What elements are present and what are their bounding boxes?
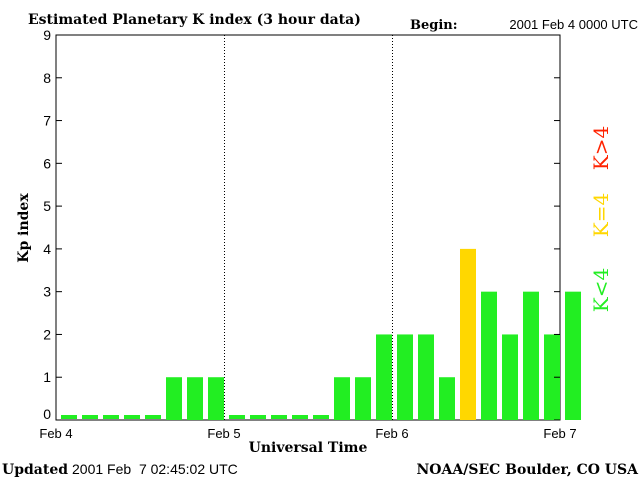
legend-k-greater-4: K>4: [589, 126, 613, 170]
kp-bar: [145, 415, 161, 419]
kp-bar: [439, 377, 455, 420]
kp-bar: [523, 291, 539, 420]
kp-bar: [271, 415, 287, 419]
kp-bar: [229, 415, 245, 419]
kp-bar: [82, 415, 98, 419]
kp-bar: [124, 415, 140, 419]
x-tick-label: Feb 4: [39, 426, 72, 441]
x-tick-label: Feb 6: [375, 426, 408, 441]
legend-k-equal-4: K=4: [589, 193, 613, 237]
y-tick-label: 8: [43, 70, 51, 86]
kp-bar: [418, 334, 434, 420]
plot-area: [55, 34, 561, 421]
y-tick-label: 7: [43, 113, 51, 129]
kp-bar: [565, 291, 581, 420]
y-tick-label: 6: [43, 155, 51, 171]
x-tick-label: Feb 7: [543, 426, 576, 441]
begin-value: 2001 Feb 4 0000 UTC: [509, 17, 638, 32]
bars-group: [61, 248, 581, 420]
kp-bar: [187, 377, 203, 420]
kp-bar: [397, 334, 413, 420]
y-axis: 0 1 2 3 4 5 6 7 8 9: [43, 27, 560, 422]
updated-value: 2001 Feb 7 02:45:02 UTC: [72, 461, 238, 477]
y-axis-title: Kp index: [16, 193, 32, 263]
chart-title: Estimated Planetary K index (3 hour data…: [28, 12, 361, 28]
kp-bar: [166, 377, 182, 420]
x-axis: Feb 4 Feb 5 Feb 6 Feb 7: [39, 426, 576, 441]
y-tick-label: 0: [43, 406, 51, 422]
begin-label: Begin:: [410, 18, 458, 33]
legend-k-less-4: K<4: [589, 268, 613, 312]
kp-bar: [502, 334, 518, 420]
kp-bar: [355, 377, 371, 420]
x-axis-title: Universal Time: [249, 440, 368, 456]
kp-bar: [481, 291, 497, 420]
y-tick-label: 9: [43, 27, 51, 43]
x-tick-label: Feb 5: [207, 426, 240, 441]
kp-bar: [313, 415, 329, 419]
kp-bar: [61, 415, 77, 419]
kp-bar: [292, 415, 308, 419]
y-tick-label: 2: [43, 326, 51, 342]
y-tick-label: 5: [43, 198, 51, 214]
kp-bar: [208, 377, 224, 420]
kp-bar: [334, 377, 350, 420]
source-credit: NOAA/SEC Boulder, CO USA: [417, 462, 640, 478]
y-tick-label: 3: [43, 284, 51, 300]
kp-bar: [460, 248, 476, 420]
kp-bar: [544, 334, 560, 420]
updated-label: Updated: [2, 462, 68, 478]
kp-bar: [250, 415, 266, 419]
kp-bar: [376, 334, 392, 420]
y-tick-label: 1: [43, 369, 51, 385]
y-tick-label: 4: [43, 241, 51, 257]
kp-bar: [103, 415, 119, 419]
